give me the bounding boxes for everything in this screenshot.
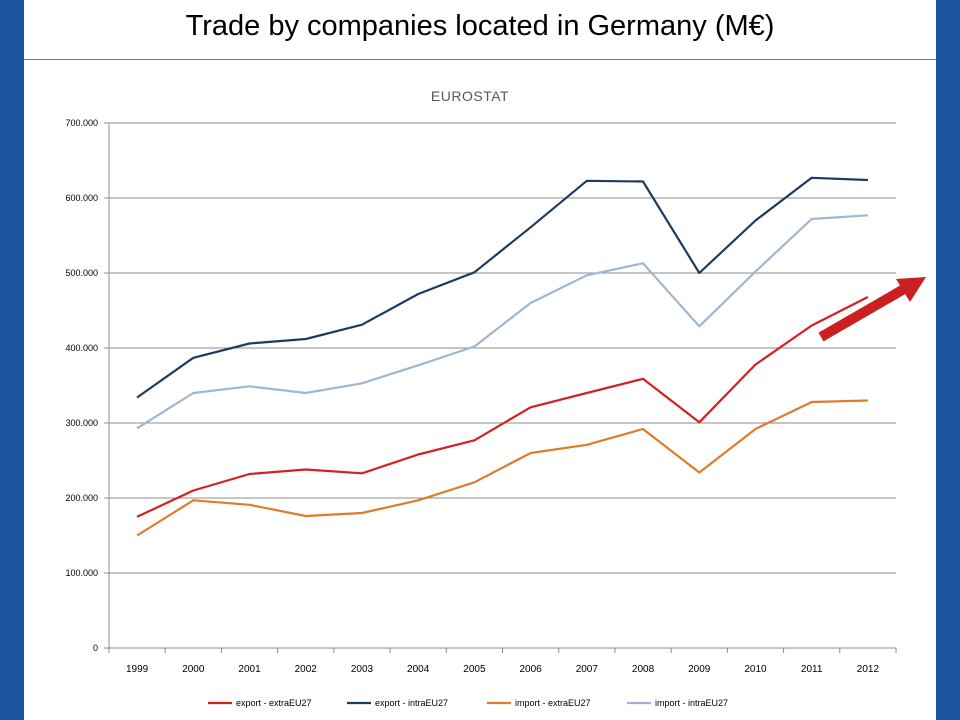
legend: export - extraEU27 export - intraEU27 impo… bbox=[208, 698, 728, 708]
title-divider bbox=[24, 59, 936, 60]
axes: 0 100.000 200.000 300.000 400.000 500.000 600.… bbox=[65, 118, 897, 675]
y-tick-label: 400.000 bbox=[65, 343, 98, 353]
arrow-shaft bbox=[818, 284, 907, 342]
x-tick-label: 2012 bbox=[857, 664, 880, 675]
x-tick-label: 2005 bbox=[463, 664, 486, 675]
y-tick-label: 600.000 bbox=[65, 193, 98, 203]
y-tick-label: 0 bbox=[93, 643, 98, 653]
series-line bbox=[136, 399, 868, 537]
left-side-bar bbox=[0, 0, 24, 720]
x-tick-label: 2010 bbox=[744, 664, 767, 675]
legend-label: import - intraEU27 bbox=[655, 698, 728, 708]
x-tick-label: 2008 bbox=[632, 664, 655, 675]
series-line bbox=[136, 296, 869, 518]
y-tick-label: 200.000 bbox=[65, 493, 98, 503]
legend-label: export - intraEU27 bbox=[375, 698, 448, 708]
series-line bbox=[136, 214, 868, 430]
arrow-head bbox=[896, 277, 926, 302]
x-tick-label: 2003 bbox=[351, 664, 374, 675]
x-tick-label: 2001 bbox=[238, 664, 261, 675]
x-tick-label: 2006 bbox=[519, 664, 542, 675]
y-tick-label: 300.000 bbox=[65, 418, 98, 428]
y-tick-label: 100.000 bbox=[65, 568, 98, 578]
legend-label: export - extraEU27 bbox=[236, 698, 312, 708]
x-tick-label: 2011 bbox=[801, 664, 823, 675]
trend-arrow bbox=[818, 277, 926, 342]
y-tick-label: 700.000 bbox=[65, 118, 98, 128]
right-side-bar bbox=[936, 0, 960, 720]
slide-title: Trade by companies located in Germany (M… bbox=[185, 10, 775, 42]
y-tick-label: 500.000 bbox=[65, 268, 98, 278]
series-line bbox=[136, 176, 868, 399]
chart-subtitle: EUROSTAT bbox=[431, 88, 509, 104]
x-tick-label: 2007 bbox=[576, 664, 599, 675]
x-tick-label: 2009 bbox=[688, 664, 711, 675]
x-tick-label: 2004 bbox=[407, 664, 430, 675]
series-lines bbox=[136, 176, 869, 537]
legend-label: import - extraEU27 bbox=[515, 698, 591, 708]
x-tick-label: 1999 bbox=[126, 664, 149, 675]
grid-lines bbox=[109, 122, 896, 574]
x-tick-label: 2000 bbox=[182, 664, 205, 675]
x-tick-label: 2002 bbox=[295, 664, 318, 675]
